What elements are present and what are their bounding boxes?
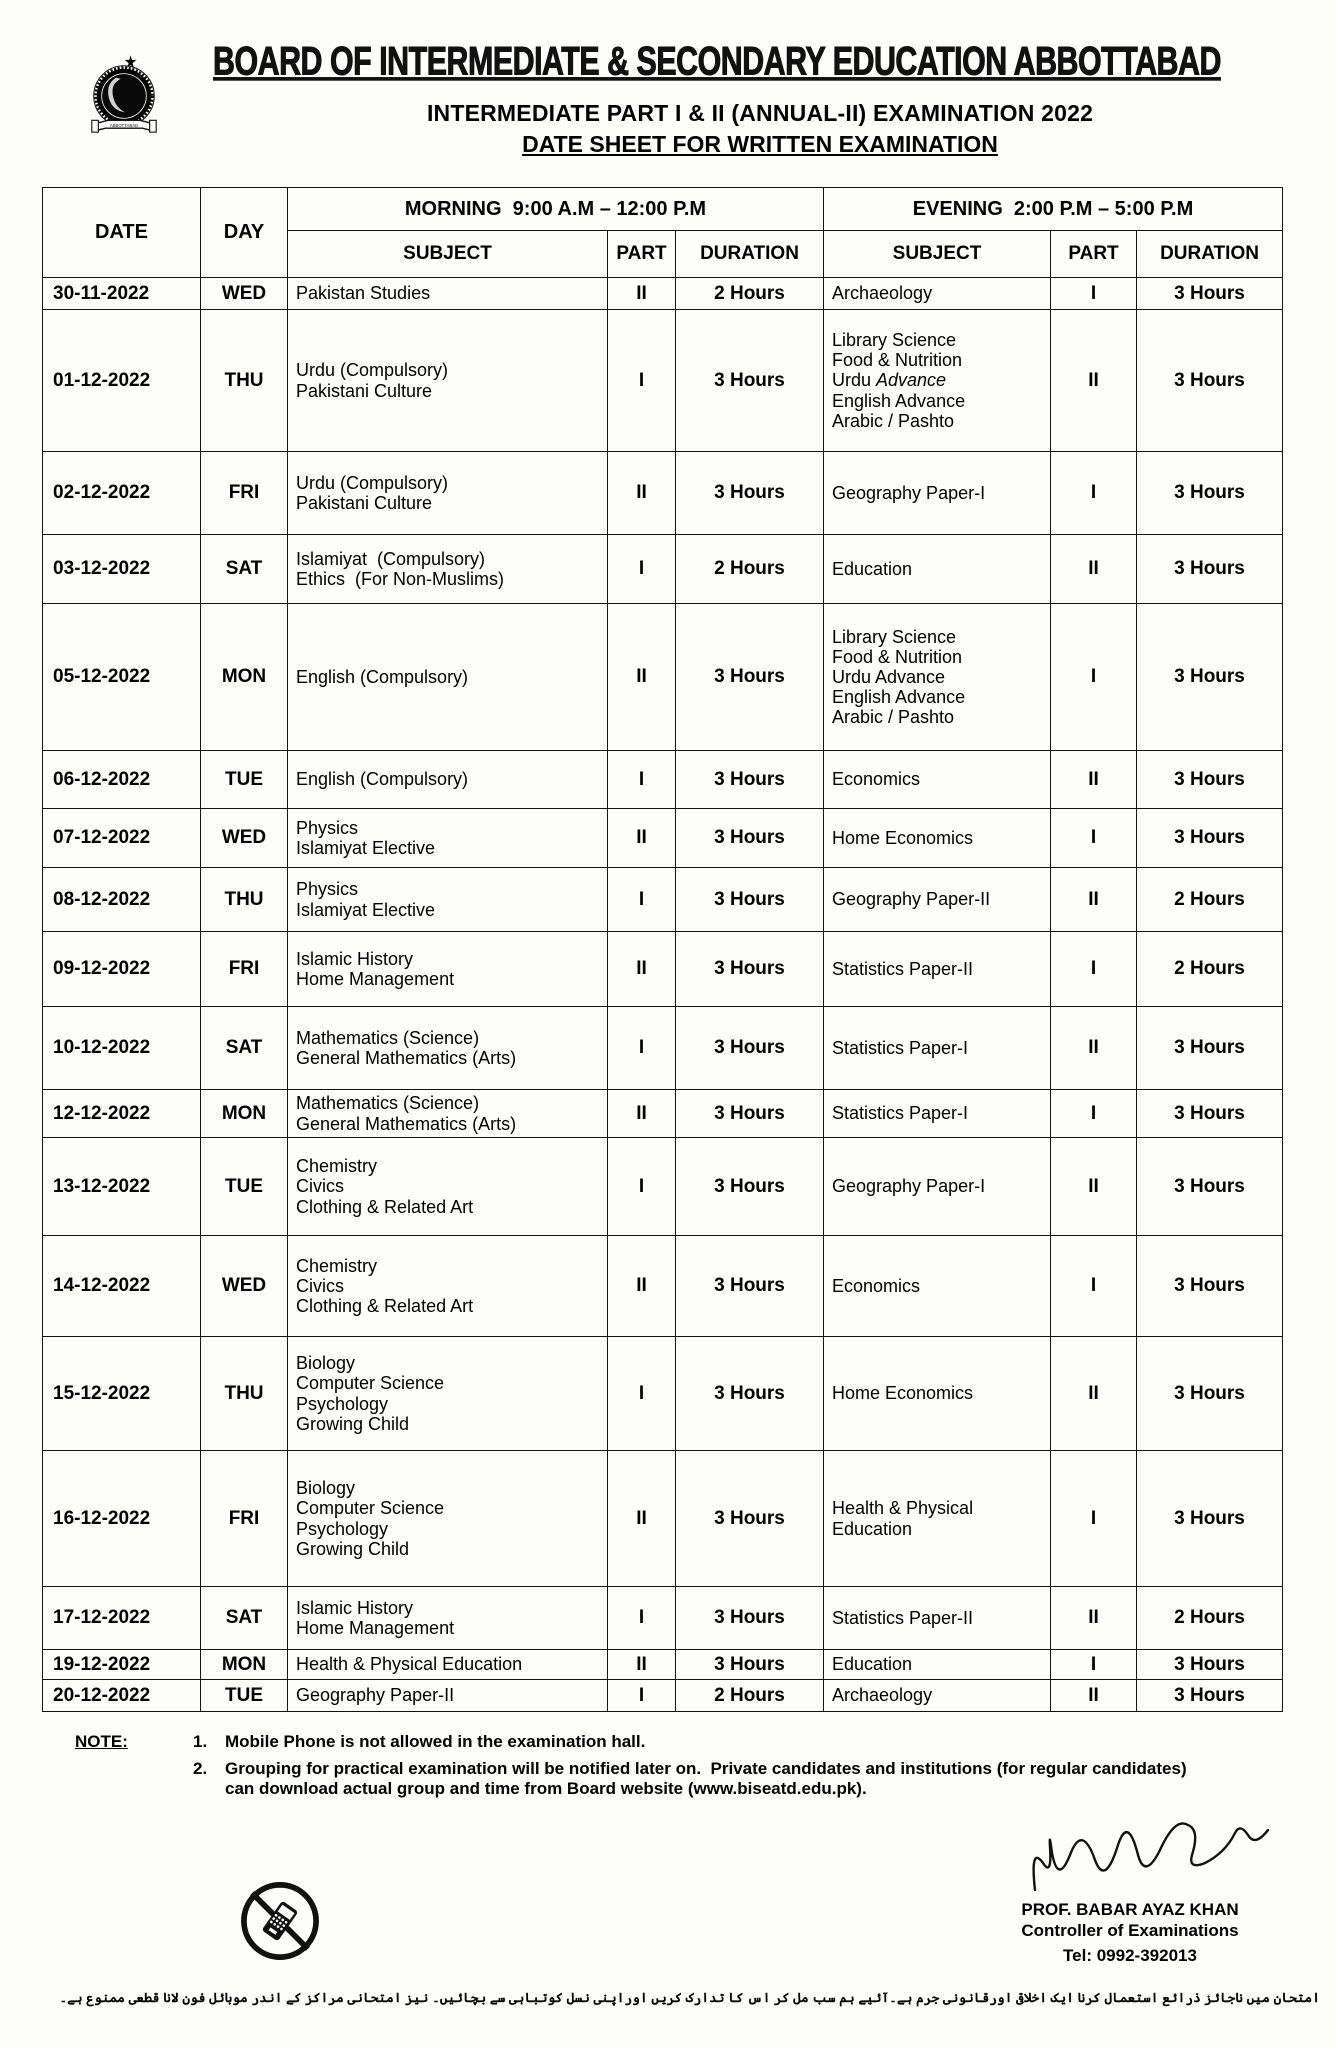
svg-text:ABBOTTABAD: ABBOTTABAD bbox=[110, 123, 138, 128]
